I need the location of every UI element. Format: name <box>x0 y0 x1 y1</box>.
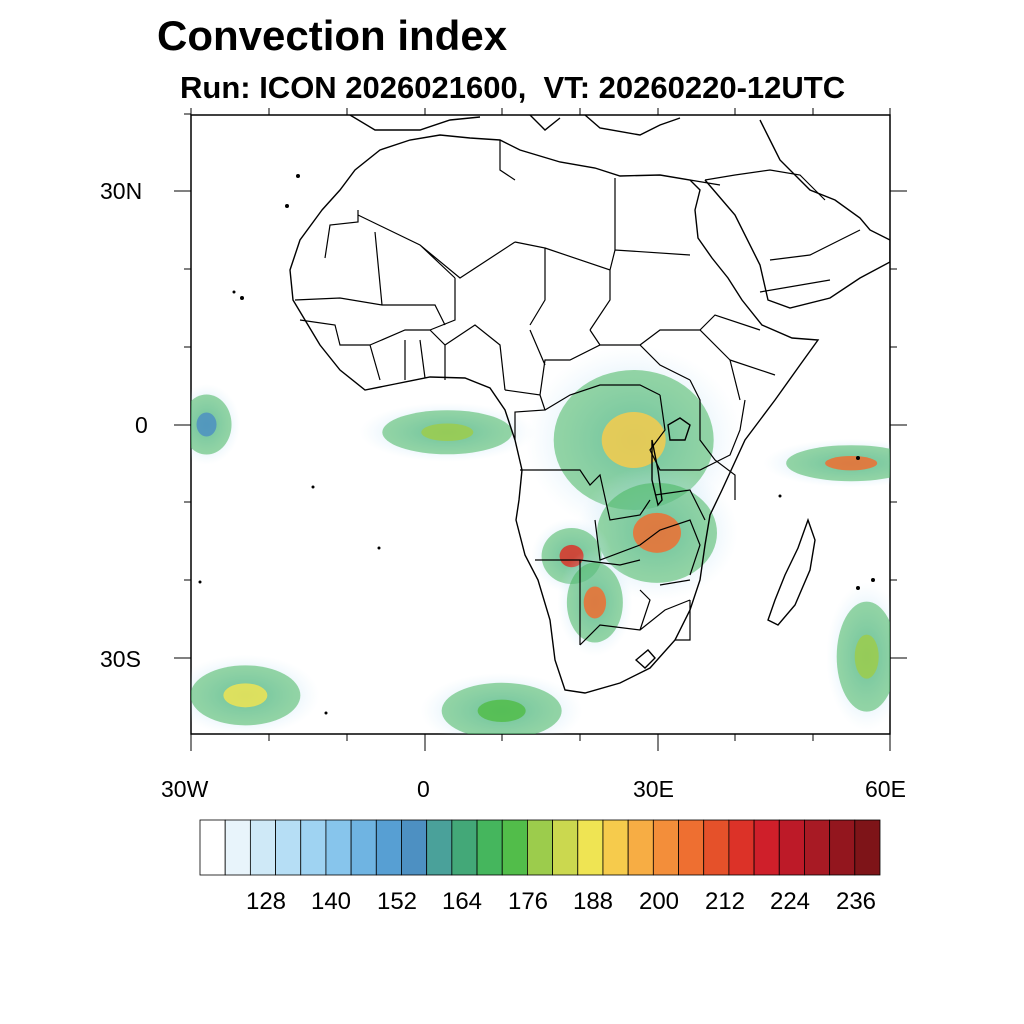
border-central-africa <box>504 329 741 440</box>
colorbar-swatch <box>703 819 730 876</box>
islands <box>198 174 875 715</box>
colorbar-swatch <box>678 819 705 876</box>
colorbar-label: 200 <box>638 888 680 915</box>
colorbar-label: 164 <box>441 888 483 915</box>
colorbar-swatch <box>627 819 654 876</box>
convection-core <box>223 683 268 708</box>
convection-core <box>196 412 217 437</box>
colorbar-swatch <box>652 819 679 876</box>
colorbar-swatch <box>199 819 226 876</box>
colorbar-swatch <box>350 819 377 876</box>
colorbar-swatch <box>728 819 755 876</box>
colorbar-swatch <box>552 819 579 876</box>
border-north-africa <box>294 140 691 331</box>
x-tick-label-30e: 30E <box>633 776 674 802</box>
country-borders <box>294 140 861 646</box>
chart-subtitle: Run: ICON 2026021600, VT: 20260220-12UTC <box>180 70 846 105</box>
colorbar-label: 152 <box>376 888 418 915</box>
y-tick-label-30s: 30S <box>100 646 141 672</box>
colorbar-label: 224 <box>769 888 811 915</box>
madagascar-coastline <box>767 517 816 626</box>
border-southern-africa <box>520 469 701 646</box>
convection-core <box>477 699 526 722</box>
colorbar-label: 188 <box>572 888 614 915</box>
border-arabia <box>689 169 861 293</box>
x-tick-label-60e: 60E <box>865 776 906 802</box>
colorbar-swatch <box>300 819 327 876</box>
colorbar-swatch <box>275 819 302 876</box>
x-tick-label-30w: 30W <box>161 776 209 802</box>
colorbar-label: 236 <box>835 888 877 915</box>
colorbar-swatch <box>804 819 831 876</box>
arabia-coastline <box>704 119 890 309</box>
colorbar-swatch <box>577 819 604 876</box>
colorbar-label: 128 <box>245 888 287 915</box>
colorbar-swatch <box>451 819 478 876</box>
border-east-africa <box>649 314 776 521</box>
axis-ticks <box>174 108 907 751</box>
y-tick-label-30n: 30N <box>100 178 143 204</box>
colorbar-swatch <box>778 819 805 876</box>
colorbar-swatch <box>753 819 780 876</box>
colorbar-label: 176 <box>507 888 549 915</box>
convection-core <box>421 423 474 442</box>
x-tick-label-0: 0 <box>417 776 430 802</box>
colorbar-swatch <box>602 819 629 876</box>
colorbar-swatch <box>501 819 528 876</box>
colorbar-swatch <box>224 819 251 876</box>
map-content <box>191 115 890 734</box>
chart-title: Convection index <box>157 12 508 59</box>
convection-core <box>825 455 878 471</box>
y-tick-label-0: 0 <box>135 412 148 438</box>
colorbar <box>199 819 881 876</box>
convection-field <box>191 345 890 734</box>
colorbar-swatch <box>249 819 276 876</box>
colorbar-swatch <box>476 819 503 876</box>
convection-core <box>601 411 666 468</box>
border-west-africa <box>299 319 506 391</box>
colorbar-swatch <box>527 819 553 876</box>
convection-core <box>583 586 607 619</box>
colorbar-swatch <box>325 819 352 876</box>
lake-victoria <box>667 417 691 441</box>
colorbar-label: 140 <box>310 888 352 915</box>
colorbar-swatch <box>854 819 881 876</box>
colorbar-swatch <box>426 819 453 876</box>
colorbar-swatch <box>829 819 856 876</box>
colorbar-swatch <box>375 819 402 876</box>
convection-core <box>854 634 879 679</box>
colorbar-swatch <box>401 819 428 876</box>
colorbar-label: 212 <box>704 888 746 915</box>
africa-coastline <box>289 134 820 694</box>
europe-coastline <box>349 115 681 136</box>
lesotho-outline <box>634 649 656 669</box>
